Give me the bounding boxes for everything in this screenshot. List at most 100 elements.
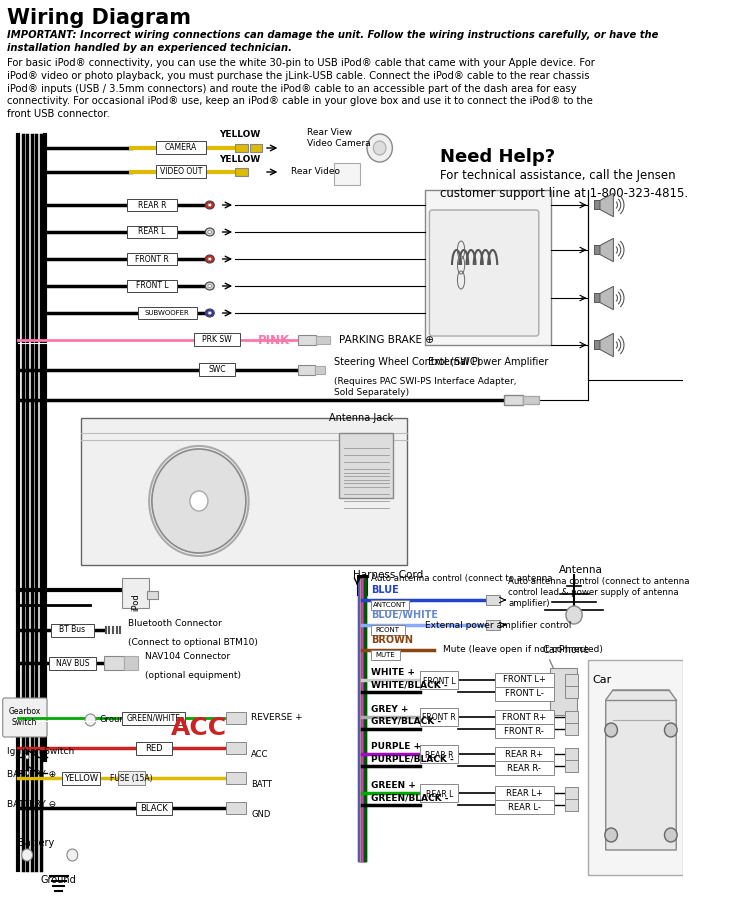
Text: BATT: BATT — [251, 780, 273, 789]
Bar — [82, 418, 407, 565]
Text: BLUE: BLUE — [371, 585, 399, 595]
Bar — [565, 748, 578, 760]
Text: ACC: ACC — [251, 750, 269, 759]
Circle shape — [605, 828, 618, 842]
Bar — [504, 395, 522, 405]
FancyBboxPatch shape — [430, 210, 539, 336]
Ellipse shape — [205, 201, 214, 209]
Bar — [226, 772, 246, 784]
Bar — [136, 801, 172, 814]
Bar — [371, 625, 405, 635]
Bar — [594, 245, 600, 254]
Bar — [371, 650, 399, 660]
Bar — [565, 760, 578, 772]
Bar — [194, 334, 239, 347]
Circle shape — [367, 134, 393, 162]
Bar — [421, 745, 458, 763]
Bar — [127, 280, 177, 292]
Bar — [594, 293, 600, 302]
Text: ACC: ACC — [171, 716, 227, 740]
Text: FRONT L+: FRONT L+ — [503, 676, 546, 684]
Text: Mute (leave open if not connected): Mute (leave open if not connected) — [443, 645, 602, 655]
Circle shape — [664, 723, 677, 737]
Text: (optional equipment): (optional equipment) — [145, 671, 241, 680]
Text: REAR R+: REAR R+ — [505, 750, 544, 759]
Bar — [495, 747, 554, 761]
Text: FRONT R-: FRONT R- — [504, 727, 544, 736]
Bar — [371, 600, 408, 610]
Text: FRONT R+: FRONT R+ — [502, 713, 547, 722]
Bar — [425, 190, 551, 345]
Circle shape — [85, 714, 96, 726]
Text: PARKING BRAKE ⊕: PARKING BRAKE ⊕ — [339, 335, 434, 345]
Ellipse shape — [208, 312, 211, 314]
Text: WHITE/BLACK -: WHITE/BLACK - — [371, 680, 447, 689]
Bar — [147, 591, 159, 599]
Text: GREEN +: GREEN + — [371, 781, 415, 790]
Text: REAR L: REAR L — [426, 789, 453, 798]
Text: PINK: PINK — [257, 334, 290, 347]
Text: BLUE/WHITE: BLUE/WHITE — [371, 610, 438, 620]
Polygon shape — [550, 668, 577, 715]
Text: REAR R-: REAR R- — [507, 763, 541, 773]
Circle shape — [26, 771, 29, 775]
Text: (Requires PAC SWI-PS Interface Adapter,: (Requires PAC SWI-PS Interface Adapter, — [334, 377, 517, 386]
Text: RED: RED — [145, 743, 162, 752]
Text: FRONT L: FRONT L — [136, 281, 168, 290]
Bar — [118, 771, 145, 785]
Text: NAV104 Connector: NAV104 Connector — [145, 652, 230, 661]
Bar — [51, 623, 94, 636]
Text: FUSE (15A): FUSE (15A) — [109, 774, 153, 783]
Bar — [226, 742, 246, 754]
Bar — [421, 784, 458, 802]
Text: For technical assistance, call the Jensen
customer support line at 1-800-323-481: For technical assistance, call the Jense… — [440, 169, 689, 200]
Ellipse shape — [205, 282, 214, 290]
Circle shape — [22, 849, 32, 861]
Circle shape — [67, 849, 78, 861]
Text: MUTE: MUTE — [375, 652, 395, 658]
Bar — [421, 708, 458, 726]
Text: Antenna: Antenna — [559, 565, 602, 575]
Text: NAV BUS: NAV BUS — [56, 658, 89, 668]
Ellipse shape — [205, 228, 214, 236]
Bar — [565, 674, 578, 686]
Bar — [122, 578, 149, 608]
Text: Ignition Switch: Ignition Switch — [8, 747, 75, 756]
FancyBboxPatch shape — [3, 698, 47, 737]
Text: GREY +: GREY + — [371, 705, 408, 714]
Text: BATTERY ⊕: BATTERY ⊕ — [8, 770, 57, 779]
Circle shape — [190, 491, 208, 511]
Ellipse shape — [208, 285, 211, 288]
Bar — [495, 761, 554, 775]
Bar — [339, 433, 393, 498]
Text: FRONT R: FRONT R — [423, 714, 456, 723]
Bar — [594, 200, 600, 209]
Text: CAMERA: CAMERA — [165, 144, 197, 152]
Text: PURPLE +: PURPLE + — [371, 742, 421, 751]
Text: YELLOW: YELLOW — [219, 131, 260, 139]
Text: FRONT L-: FRONT L- — [505, 690, 544, 699]
Text: Rear Video: Rear Video — [291, 168, 340, 176]
Text: GREEN/WHITE: GREEN/WHITE — [127, 714, 180, 723]
Bar — [565, 723, 578, 735]
Bar — [127, 226, 177, 238]
Bar — [138, 307, 196, 319]
Bar — [316, 336, 330, 344]
Text: BATTERY ⊖: BATTERY ⊖ — [8, 800, 57, 809]
Bar — [495, 710, 554, 724]
Bar — [235, 144, 248, 152]
Text: (Connect to optional BTM10): (Connect to optional BTM10) — [128, 638, 258, 647]
Bar — [226, 712, 246, 724]
Text: PRK SW: PRK SW — [202, 336, 232, 345]
Text: For basic iPod® connectivity, you can use the white 30-pin to USB iPod® cable th: For basic iPod® connectivity, you can us… — [8, 58, 595, 119]
Bar — [127, 253, 177, 265]
Text: Battery: Battery — [18, 838, 54, 848]
Ellipse shape — [205, 255, 214, 263]
Text: BLACK: BLACK — [140, 803, 168, 812]
Text: YELLOW: YELLOW — [64, 774, 98, 783]
Bar — [298, 335, 316, 345]
Text: Harness Cord: Harness Cord — [353, 570, 423, 580]
Circle shape — [152, 449, 246, 553]
Text: YELLOW: YELLOW — [219, 155, 260, 163]
Bar — [63, 772, 100, 785]
